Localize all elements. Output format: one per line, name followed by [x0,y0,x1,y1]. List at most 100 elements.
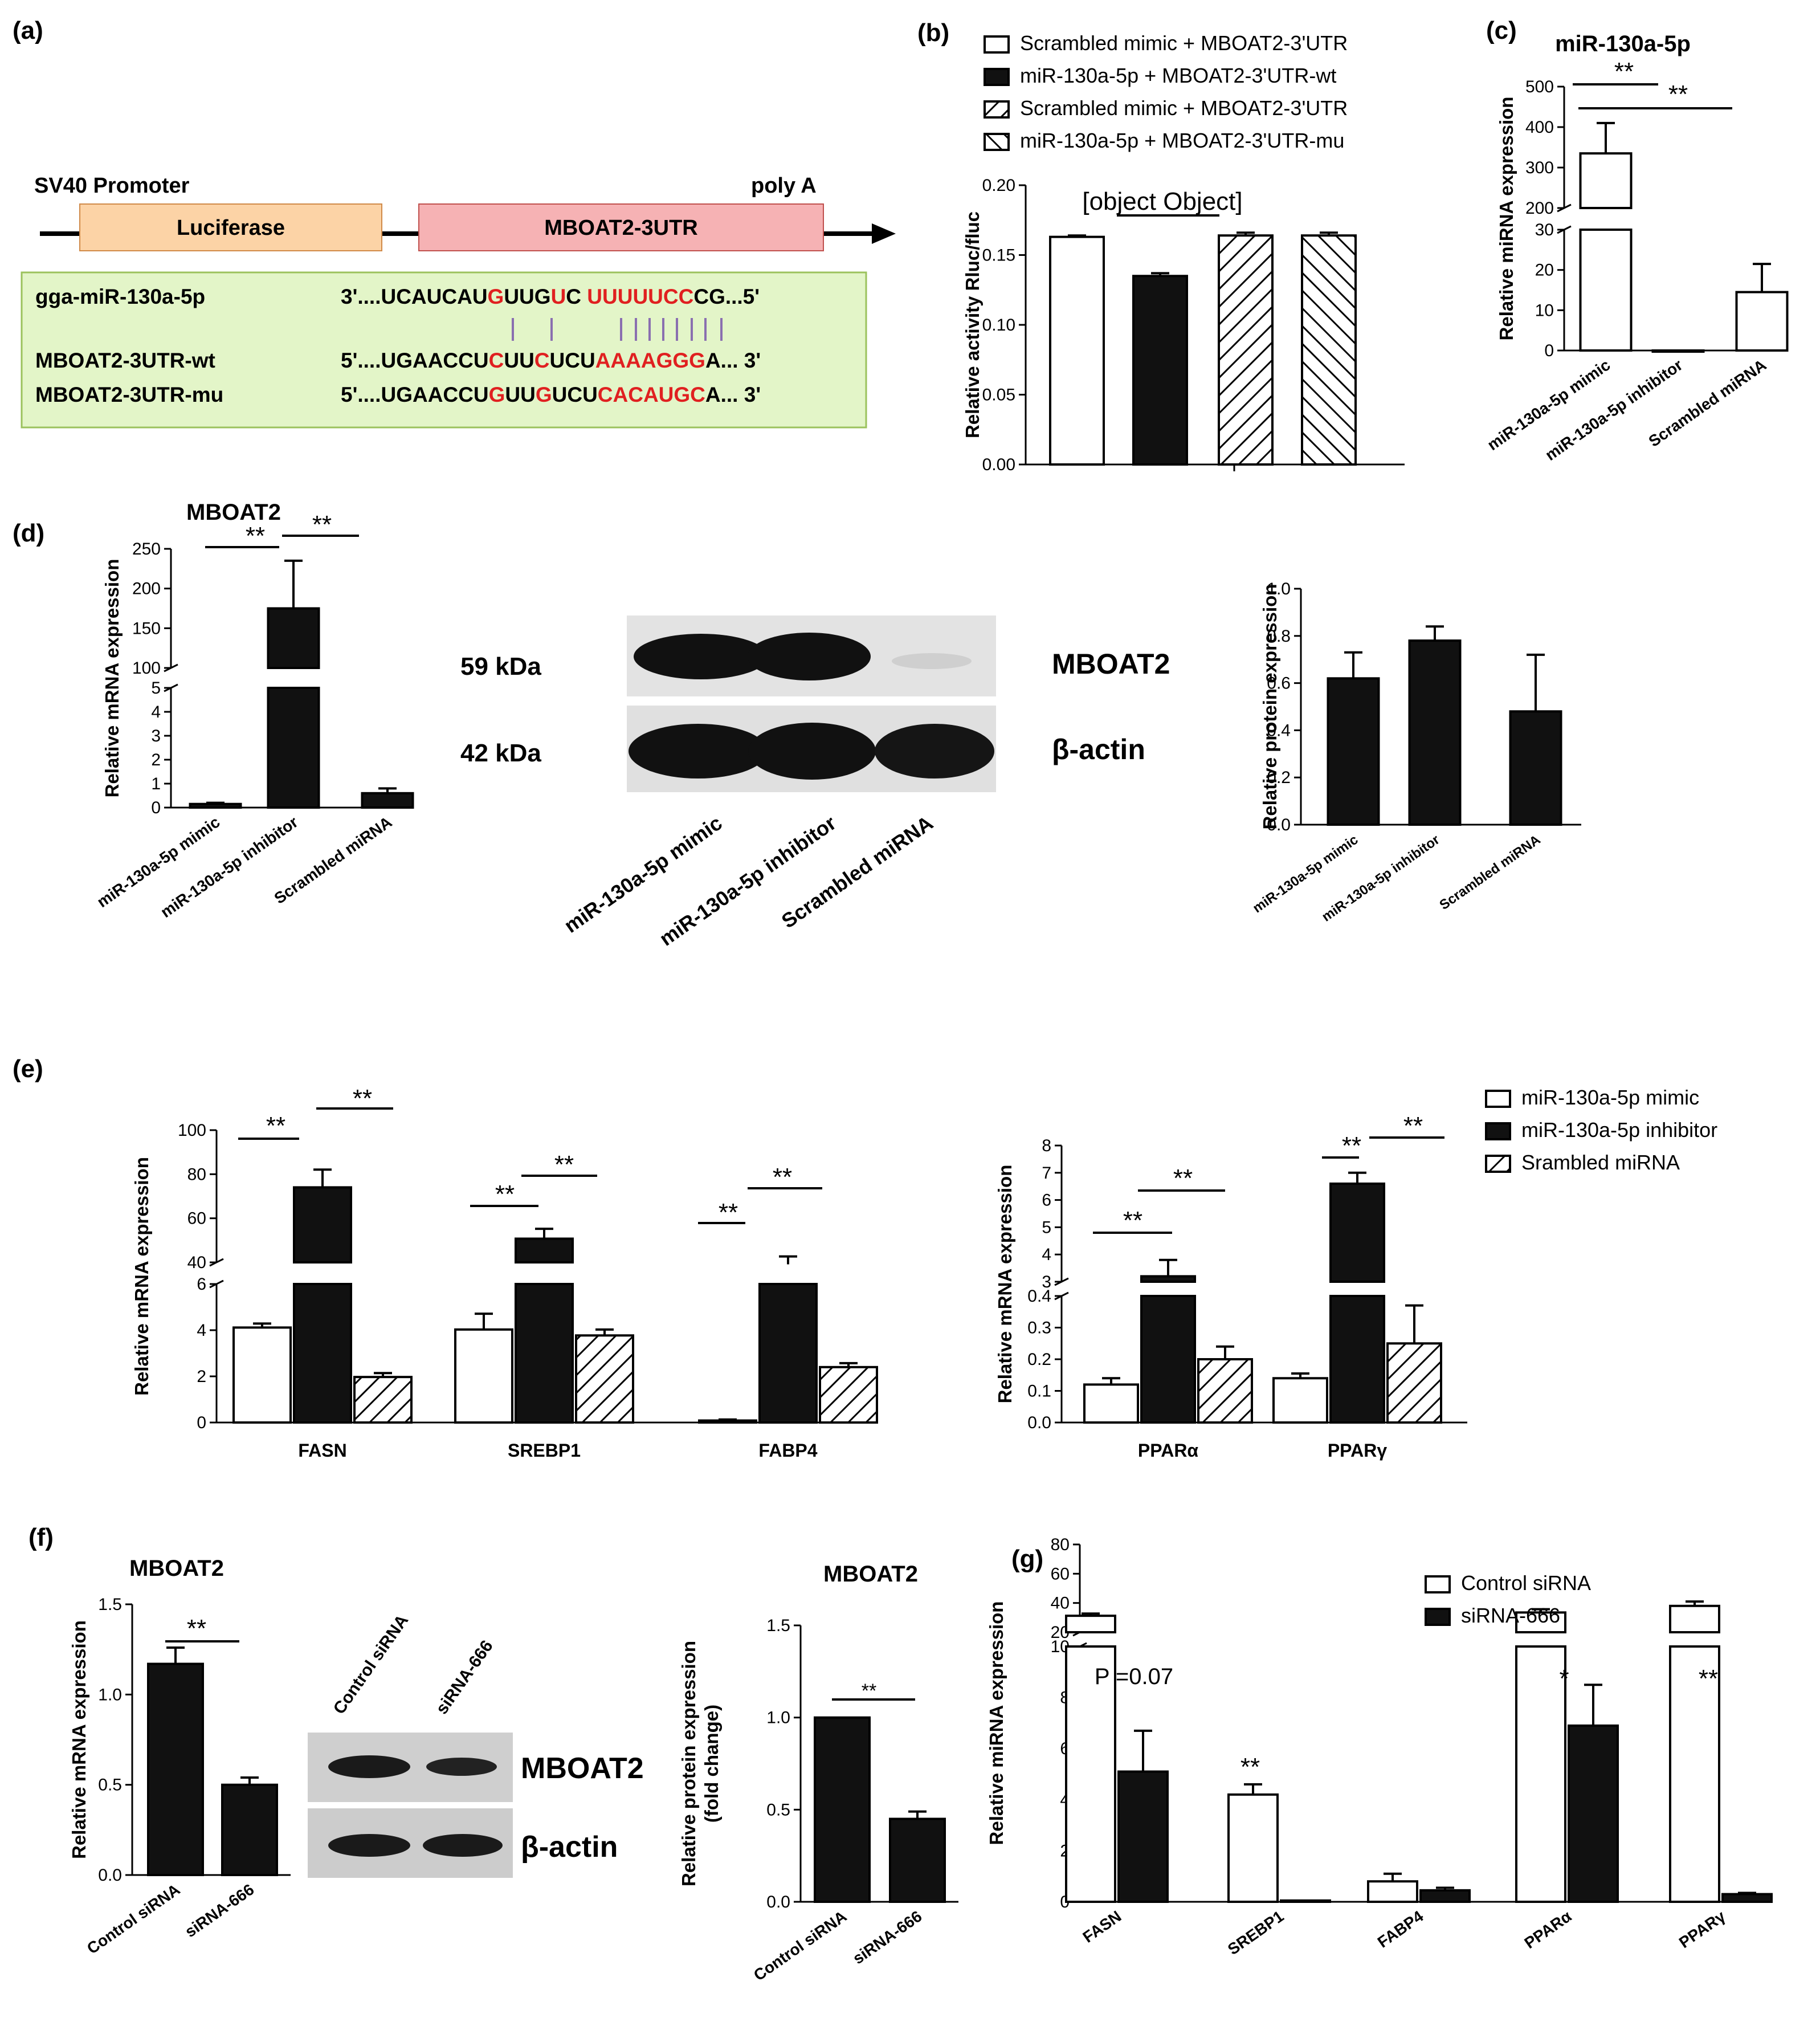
bar [1329,1295,1385,1424]
sequence-row-label: MBOAT2-3UTR-mu [35,383,223,406]
y-tick-label: 0.5 [98,1776,122,1795]
legend-label: miR-130a-5p + MBOAT2-3'UTR-wt [1020,64,1336,87]
x-category-label: siRNA-666 [850,1908,925,1968]
bar [1327,677,1380,826]
western-blot-f: MBOAT2 β-actin Control siRNA siRNA-666 [308,1611,644,1878]
legend-label: siRNA-666 [1461,1604,1560,1627]
y-tick-label: 200 [132,580,161,598]
y-axis-label: Relative mRNA expression [101,559,123,798]
significance-label: ** [773,1163,792,1191]
x-category-label: Scrambled miRNA [1437,832,1543,913]
bar [819,1366,878,1424]
y-tick-label: 200 [1525,199,1554,218]
x-category-label: FASN [1079,1908,1124,1946]
y-tick-label: 10 [1535,301,1554,320]
significance-label: ** [1173,1164,1193,1192]
blot-f-label-1: MBOAT2 [521,1752,644,1785]
panel-label-b: (b) [917,19,949,47]
y-axis-label: Relative miRNA expression [986,1601,1007,1845]
legend-swatch [1485,1155,1511,1173]
bar [1419,1889,1471,1904]
y-axis-label: Relative activity Rluc/fluc [962,211,983,438]
y-tick-label: 4 [151,703,161,722]
y-tick-label: 0.15 [982,246,1015,265]
legend-label: Srambled miRNA [1521,1151,1680,1174]
blot-d-size-2: 42 kDa [460,739,541,767]
blot-d-band-mboat2-2 [748,633,871,680]
y-tick-label: 0.0 [1267,816,1291,834]
bar [353,1376,413,1424]
y-tick-label: 0.2 [1267,768,1291,787]
chart-b: 0.00 0.05 0.10 0.15 0.20 Relative activity Rl… [962,31,1405,474]
x-category-label: PPARγ [1676,1907,1729,1951]
y-tick-label: 0 [197,1413,206,1432]
x-category-label: siRNA-666 [182,1881,258,1941]
bar [1301,234,1357,466]
blot-d-size-1: 59 kDa [460,653,541,680]
x-category-label: Control siRNA [84,1881,183,1958]
bar [575,1334,634,1424]
bar [232,1326,292,1424]
significance-label: ** [1403,1112,1423,1140]
y-tick-label: 0 [151,798,161,817]
y-axis-label: Relative miRNA expression [1496,97,1517,341]
significance-label: ** [1240,1753,1260,1781]
x-category-label: FASN [298,1440,346,1461]
y-tick-label: 0.5 [766,1800,790,1819]
bar [267,607,320,669]
sequence-row-text: 3'....UCAUCAUGUUGUC UUUUUCCCG...5' [341,285,760,308]
legend-label: Control siRNA [1461,1571,1591,1595]
y-tick-label: 0.00 [982,455,1015,474]
y-tick-label: 6 [197,1275,206,1294]
bar [1329,1182,1385,1283]
blot-d-label-1: MBOAT2 [1052,648,1170,680]
construct-arrowhead [872,223,896,244]
chart-title: MBOAT2 [186,500,281,525]
legend-swatch [1485,1122,1511,1140]
significance-label: ** [187,1615,206,1642]
bar [1140,1295,1196,1424]
promoter-label: SV40 Promoter [34,174,190,198]
blot-f-lane-2: siRNA-666 [432,1637,497,1718]
y-tick-label: 80 [1051,1535,1070,1554]
bar [515,1237,574,1263]
y-tick-label: 0.0 [766,1893,790,1911]
significance-label: ** [246,522,265,550]
bar [147,1662,204,1876]
significance-label: ** [266,1112,285,1140]
sequence-row-text: 5'....UGAACCUCUUCUCUAAAAGGGA... 3' [341,349,761,372]
y-tick-label: 0.6 [1267,674,1291,693]
y-tick-label: 1.0 [98,1685,122,1704]
legend-label: miR-130a-5p + MBOAT2-3'UTR-mu [1020,129,1344,152]
y-tick-label: 2 [197,1367,206,1386]
y-tick-label: 60 [1051,1564,1070,1583]
panel-label-g: (g) [1011,1545,1043,1573]
y-tick-label: 6 [1042,1191,1051,1210]
bar [1721,1893,1773,1904]
y-tick-label: 300 [1525,158,1554,177]
y-tick-label: 8 [1042,1136,1051,1155]
y-tick-label: 1.5 [98,1595,122,1614]
blot-f-band-mboat2-2 [426,1758,497,1776]
significance-label: ** [312,511,332,539]
bar [1218,234,1274,466]
significance-label: ** [1123,1207,1142,1234]
x-category-label: PPARγ [1328,1440,1388,1461]
legend-swatch [984,100,1010,119]
x-category-label: Control siRNA [750,1908,850,1984]
y-tick-label: 400 [1525,118,1554,137]
panel-label-d: (d) [13,519,44,547]
significance-label: ** [1614,58,1634,85]
y-tick-label: 5 [151,679,161,698]
blot-d-band-mboat2-3 [892,653,972,669]
y-tick-label: 0.1 [1027,1382,1051,1401]
blot-d-band-actin-1 [629,724,768,779]
bar [1579,152,1633,209]
y-axis-label: Relative mRNA expression [68,1620,89,1859]
bar [1669,1645,1720,1903]
legend-label: Scrambled mimic + MBOAT2-3'UTR [1020,96,1348,120]
bar [1579,229,1633,352]
blot-f-band-actin-1 [328,1834,410,1857]
